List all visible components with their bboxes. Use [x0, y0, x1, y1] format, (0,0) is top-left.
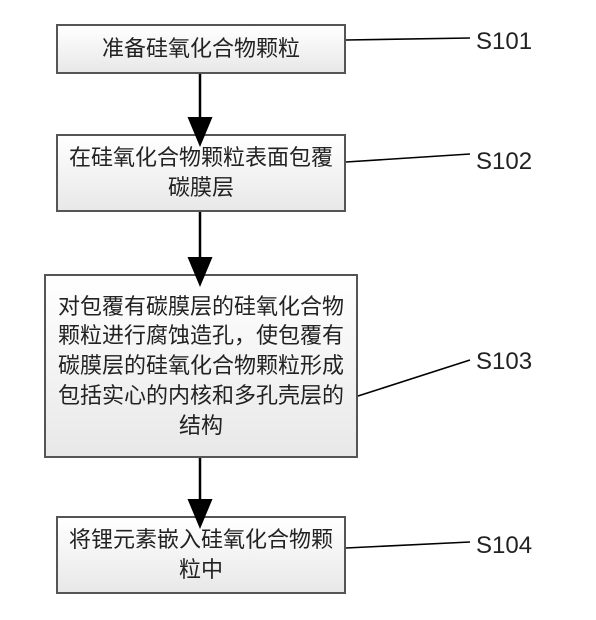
- step-box-s103: 对包覆有碳膜层的硅氧化合物颗粒进行腐蚀造孔，使包覆有碳膜层的硅氧化合物颗粒形成包…: [44, 274, 358, 458]
- step-label-s101: S101: [476, 28, 532, 56]
- step-text: 将锂元素嵌入硅氧化合物颗粒中: [68, 525, 334, 584]
- step-box-s101: 准备硅氧化合物颗粒: [56, 24, 346, 74]
- step-text: 在硅氧化合物颗粒表面包覆碳膜层: [68, 143, 334, 202]
- step-text: 准备硅氧化合物颗粒: [102, 34, 300, 64]
- step-label-s103: S103: [476, 348, 532, 376]
- step-text: 对包覆有碳膜层的硅氧化合物颗粒进行腐蚀造孔，使包覆有碳膜层的硅氧化合物颗粒形成包…: [56, 292, 346, 440]
- step-label-s104: S104: [476, 532, 532, 560]
- step-label-s102: S102: [476, 148, 532, 176]
- step-box-s102: 在硅氧化合物颗粒表面包覆碳膜层: [56, 134, 346, 212]
- step-box-s104: 将锂元素嵌入硅氧化合物颗粒中: [56, 516, 346, 594]
- flowchart-canvas: 准备硅氧化合物颗粒 在硅氧化合物颗粒表面包覆碳膜层 对包覆有碳膜层的硅氧化合物颗…: [0, 0, 596, 620]
